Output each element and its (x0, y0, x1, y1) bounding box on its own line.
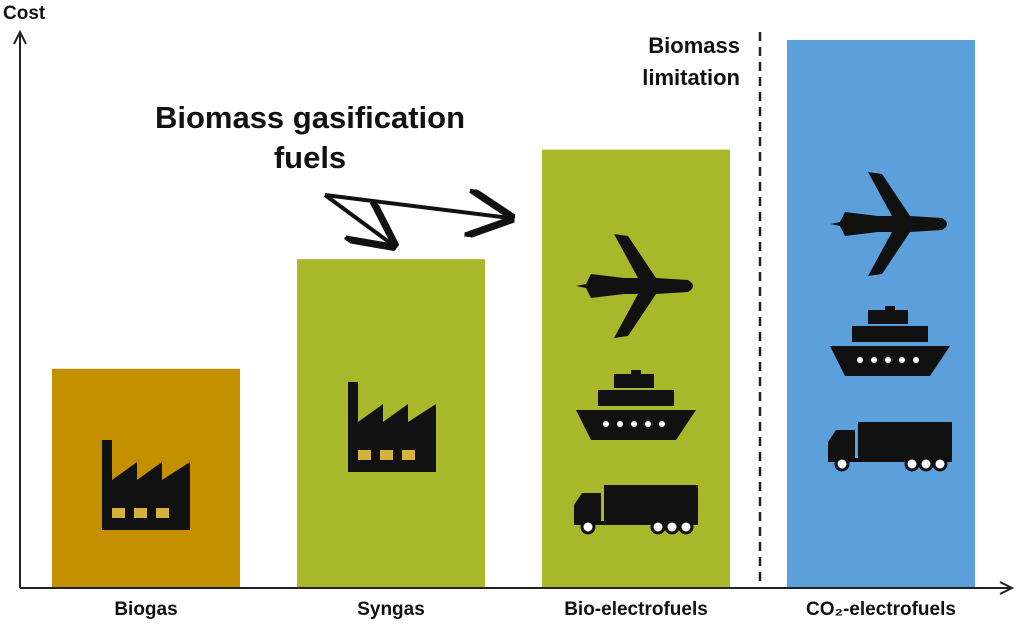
x-tick-label: Syngas (357, 599, 425, 620)
annotation: limitation (642, 65, 740, 90)
x-tick-label: CO₂-electrofuels (806, 599, 956, 620)
annotation: Biomass (648, 33, 740, 58)
annotation: Biomass gasification (155, 100, 465, 135)
x-tick-label: Biogas (114, 599, 177, 620)
x-tick-label: Bio-electrofuels (564, 599, 708, 620)
x-axis-arrow (999, 581, 1015, 595)
annotation: fuels (274, 140, 346, 175)
annotation-arrows (323, 195, 510, 245)
y-axis-label: Cost (3, 3, 46, 24)
y-axis-arrow (13, 29, 27, 45)
